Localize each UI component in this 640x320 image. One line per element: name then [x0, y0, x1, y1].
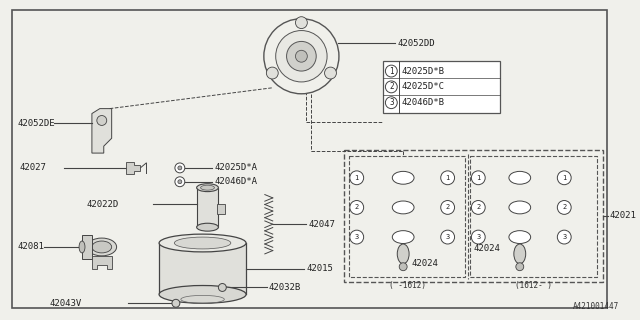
Circle shape: [441, 171, 454, 185]
Text: 3: 3: [389, 98, 394, 107]
Text: 2: 2: [445, 204, 450, 211]
Text: A421001447: A421001447: [573, 302, 620, 311]
Polygon shape: [82, 235, 92, 259]
Ellipse shape: [87, 238, 116, 256]
Circle shape: [287, 41, 316, 71]
Circle shape: [175, 177, 185, 187]
Text: 2: 2: [562, 204, 566, 211]
Circle shape: [557, 171, 571, 185]
Circle shape: [350, 201, 364, 214]
Polygon shape: [92, 256, 111, 269]
Ellipse shape: [159, 285, 246, 303]
Text: 3: 3: [445, 234, 450, 240]
Bar: [344, 150, 603, 282]
Text: 1: 1: [355, 175, 359, 181]
Ellipse shape: [509, 231, 531, 244]
Text: 3: 3: [476, 234, 481, 240]
Ellipse shape: [509, 172, 531, 184]
Text: 2: 2: [389, 82, 394, 92]
Ellipse shape: [509, 201, 531, 214]
Ellipse shape: [174, 237, 231, 249]
Text: 42032B: 42032B: [269, 283, 301, 292]
Text: 2: 2: [355, 204, 359, 211]
Text: 1: 1: [445, 175, 450, 181]
Circle shape: [276, 30, 327, 82]
Circle shape: [97, 116, 107, 125]
Circle shape: [324, 67, 337, 79]
Circle shape: [441, 201, 454, 214]
Circle shape: [266, 67, 278, 79]
Text: 42047: 42047: [308, 220, 335, 229]
Circle shape: [172, 299, 180, 307]
Ellipse shape: [200, 185, 214, 190]
Circle shape: [399, 263, 407, 271]
Circle shape: [516, 263, 524, 271]
Ellipse shape: [159, 234, 246, 252]
Text: 3: 3: [355, 234, 359, 240]
Circle shape: [296, 50, 307, 62]
Circle shape: [178, 166, 182, 170]
Bar: [349, 156, 465, 276]
Text: 42025D*C: 42025D*C: [401, 82, 444, 92]
Ellipse shape: [392, 231, 414, 244]
Text: 42021: 42021: [610, 211, 637, 220]
Bar: [218, 204, 225, 214]
Ellipse shape: [392, 172, 414, 184]
Ellipse shape: [196, 223, 218, 231]
Circle shape: [472, 201, 485, 214]
Ellipse shape: [397, 244, 409, 264]
Text: 2: 2: [476, 204, 481, 211]
Text: 42052DD: 42052DD: [397, 39, 435, 48]
Circle shape: [264, 19, 339, 94]
Text: 42022D: 42022D: [87, 200, 119, 209]
Ellipse shape: [196, 184, 218, 192]
Text: 42046D*A: 42046D*A: [214, 177, 257, 186]
Bar: [470, 156, 597, 276]
Circle shape: [385, 97, 397, 108]
Text: 42024: 42024: [474, 244, 500, 253]
Text: 42046D*B: 42046D*B: [401, 98, 444, 107]
Text: 42052DE: 42052DE: [18, 119, 56, 128]
Text: 42015: 42015: [307, 264, 333, 273]
Text: 42043V: 42043V: [49, 299, 82, 308]
Text: ( -1612): ( -1612): [388, 281, 426, 290]
Text: 42024: 42024: [411, 259, 438, 268]
Circle shape: [385, 81, 397, 93]
Text: 42025D*B: 42025D*B: [401, 67, 444, 76]
Circle shape: [557, 201, 571, 214]
Polygon shape: [196, 188, 218, 227]
Text: 1: 1: [389, 67, 394, 76]
Ellipse shape: [514, 244, 525, 264]
Text: 1: 1: [476, 175, 481, 181]
Circle shape: [472, 230, 485, 244]
Circle shape: [385, 65, 397, 77]
Circle shape: [441, 230, 454, 244]
Polygon shape: [159, 243, 246, 294]
Circle shape: [218, 284, 227, 292]
Text: 1: 1: [562, 175, 566, 181]
Text: 3: 3: [562, 234, 566, 240]
Polygon shape: [127, 162, 140, 174]
Text: (1612- ): (1612- ): [515, 281, 552, 290]
Polygon shape: [92, 108, 111, 153]
Ellipse shape: [79, 241, 85, 253]
Circle shape: [175, 163, 185, 173]
Bar: [383, 61, 500, 113]
Circle shape: [472, 171, 485, 185]
Text: 42081: 42081: [18, 243, 45, 252]
Text: 42025D*A: 42025D*A: [214, 164, 257, 172]
Circle shape: [296, 17, 307, 28]
Ellipse shape: [392, 201, 414, 214]
Circle shape: [178, 180, 182, 184]
Circle shape: [350, 171, 364, 185]
Ellipse shape: [92, 241, 111, 253]
Circle shape: [557, 230, 571, 244]
Text: 42027: 42027: [20, 164, 47, 172]
Circle shape: [350, 230, 364, 244]
